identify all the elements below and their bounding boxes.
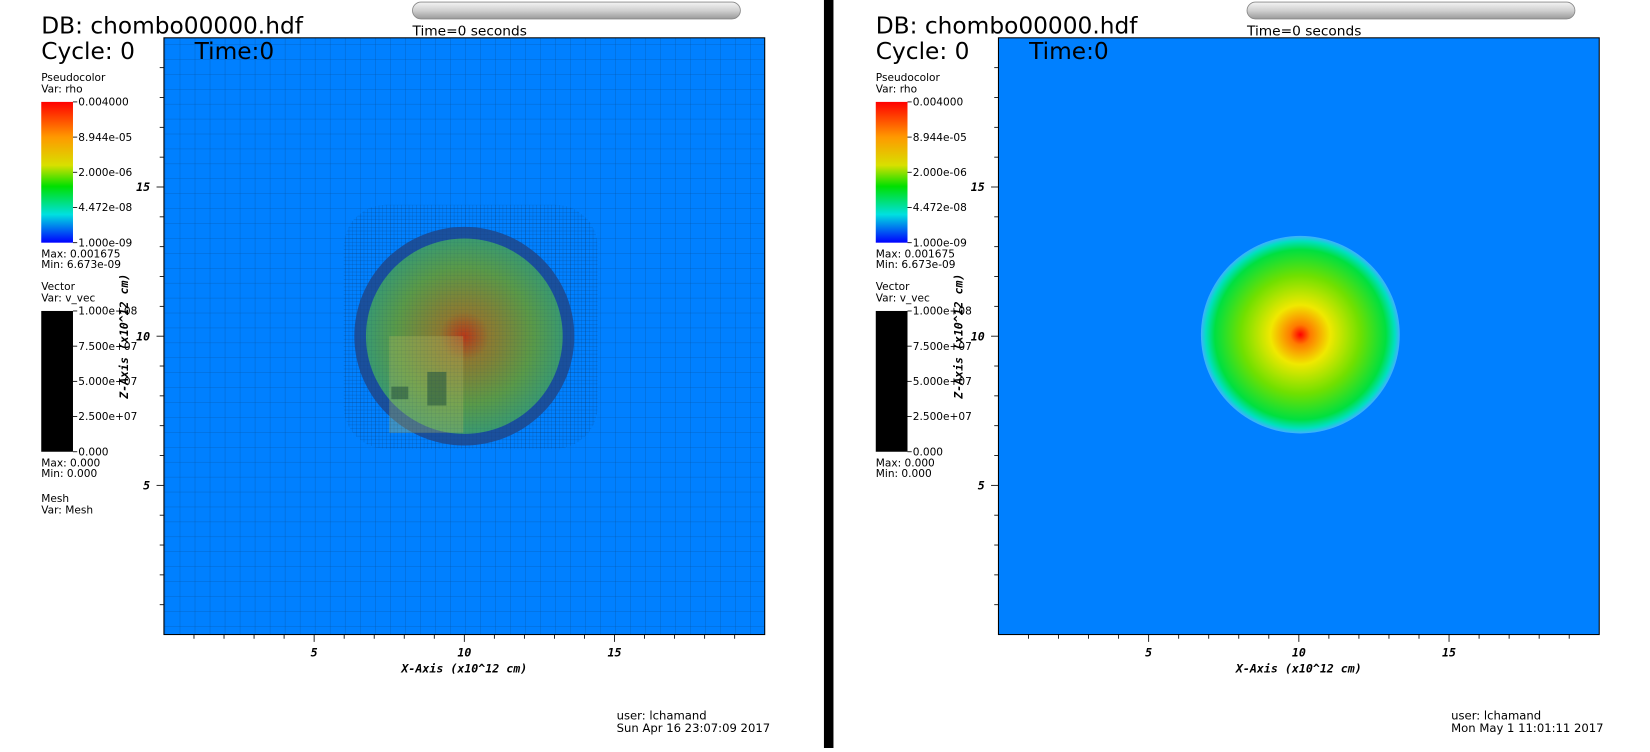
separator <box>823 0 834 748</box>
legend-min: Min: 0.000 <box>41 468 97 480</box>
y-tick-label: 10 <box>136 329 150 343</box>
legend-label: 2.000e-06 <box>913 167 967 179</box>
legend-max: Max: 0.001675 <box>41 248 120 260</box>
legend-label: 0.004000 <box>78 97 128 109</box>
legend-label: 4.472e-08 <box>913 202 967 214</box>
legend-label: 2.500e+07 <box>913 411 972 423</box>
y-tick-label: 15 <box>136 180 150 194</box>
date: Sun Apr 16 23:07:09 2017 <box>617 721 771 735</box>
legend-max: Max: 0.000 <box>41 457 100 469</box>
y-axis-title: Z-Axis (x10^12 cm) <box>951 274 965 400</box>
vis-window: Time=0 seconds 5 10 15 5 10 15 X-Axis (x10^12 c… <box>875 1 1604 735</box>
x-axis-title: X-Axis (x10^12 cm) <box>400 661 527 675</box>
y-tick-label: 5 <box>143 479 150 493</box>
legend-title: Mesh <box>41 493 69 505</box>
date: Mon May 1 11:01:11 2017 <box>1451 721 1603 735</box>
y-tick-label: 5 <box>978 479 985 493</box>
time: Time:0 <box>1028 38 1109 65</box>
time: Time:0 <box>194 38 275 65</box>
vis-window: Time=0 seconds 5 10 15 5 10 15 X-Axis (x10^12 c… <box>41 1 771 735</box>
legend-label: 5.000e+07 <box>78 376 137 388</box>
density-blob <box>1200 235 1400 434</box>
legend-max: Max: 0.000 <box>876 457 935 469</box>
time-slider-label: Time=0 seconds <box>411 24 526 40</box>
x-tick-label: 5 <box>311 646 318 660</box>
x-tick-label: 5 <box>1145 646 1152 660</box>
legend-min: Min: 6.673e-09 <box>876 259 956 271</box>
legend-label: 4.472e-08 <box>78 202 132 214</box>
y-axis-title: Z-Axis (x10^12 cm) <box>117 274 131 400</box>
time-slider-label: Time=0 seconds <box>1246 24 1361 40</box>
y-tick-label: 15 <box>971 180 985 194</box>
x-tick-label: 15 <box>1442 646 1456 660</box>
color-bar <box>41 310 73 452</box>
user: user: lchamand <box>1451 709 1541 723</box>
legend-label: 7.500e+07 <box>78 341 137 353</box>
legend-label: 2.500e+07 <box>78 411 137 423</box>
database-name: DB: chombo00000.hdf <box>876 13 1139 40</box>
x-tick-label: 10 <box>1292 646 1306 660</box>
legend-var: Var: Mesh <box>41 505 93 517</box>
legend-title: Pseudocolor <box>876 72 941 84</box>
legend-label: 0.004000 <box>913 97 963 109</box>
color-bar <box>41 101 73 243</box>
legend-label: 7.500e+07 <box>913 341 972 353</box>
legend-var: Var: v_vec <box>876 293 930 305</box>
time-slider <box>1246 1 1576 20</box>
legend-label: 1.000e-09 <box>78 237 132 249</box>
y-tick-label: 10 <box>971 329 985 343</box>
mesh-overlay <box>343 204 598 449</box>
legend-title: Vector <box>41 281 75 293</box>
x-axis-title: X-Axis (x10^12 cm) <box>1235 661 1362 675</box>
legend-title: Pseudocolor <box>41 72 106 84</box>
legend-label: 8.944e-05 <box>913 132 967 144</box>
color-bar <box>875 101 908 243</box>
legend-label: 0.000 <box>913 446 943 458</box>
color-bar <box>875 310 908 452</box>
legend-label: 0.000 <box>78 446 108 458</box>
legend-label: 1.000e+08 <box>913 306 972 318</box>
user: user: lchamand <box>617 709 707 723</box>
database-name: DB: chombo00000.hdf <box>41 13 304 40</box>
legend-label: 1.000e+08 <box>78 306 137 318</box>
legend-min: Min: 0.000 <box>876 468 932 480</box>
legend-label: 1.000e-09 <box>913 237 967 249</box>
x-tick-label: 15 <box>608 646 622 660</box>
legend-label: 8.944e-05 <box>78 132 132 144</box>
time-slider <box>412 1 741 20</box>
cycle: Cycle: 0 <box>41 38 135 65</box>
legend-min: Min: 6.673e-09 <box>41 259 121 271</box>
legend-label: 5.000e+07 <box>913 376 972 388</box>
legend-label: 2.000e-06 <box>78 167 132 179</box>
legend-max: Max: 0.001675 <box>876 248 955 260</box>
legend-var: Var: rho <box>41 83 82 95</box>
cycle: Cycle: 0 <box>876 38 970 65</box>
legend-title: Vector <box>876 281 910 293</box>
legend-var: Var: rho <box>876 83 917 95</box>
x-tick-label: 10 <box>457 646 471 660</box>
legend-var: Var: v_vec <box>41 293 95 305</box>
